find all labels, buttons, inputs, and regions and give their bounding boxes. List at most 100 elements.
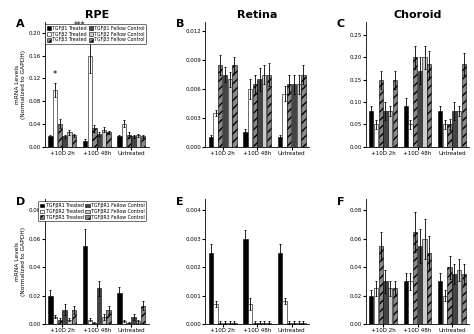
Bar [292,84,296,147]
Bar [383,111,388,147]
Bar [232,323,237,324]
Bar [452,111,456,147]
Bar [72,310,76,324]
Bar [122,321,127,324]
Text: F: F [337,197,344,206]
Bar [248,304,252,324]
Bar [403,107,408,147]
Bar [209,137,213,147]
Bar [228,79,232,147]
Bar [101,317,106,324]
Bar [257,79,262,147]
Bar [383,282,388,324]
Bar [127,323,131,324]
Bar [297,323,301,324]
Text: Retina: Retina [237,10,277,20]
Bar [422,57,427,147]
Bar [369,111,374,147]
Bar [213,113,218,147]
Bar [122,124,127,147]
Bar [83,141,87,147]
Bar [457,111,461,147]
Bar [297,84,301,147]
Bar [408,282,413,324]
Bar [388,289,392,324]
Bar [301,74,306,147]
Bar [422,239,427,324]
Bar [374,289,378,324]
Bar [101,130,106,147]
Bar [83,246,87,324]
Bar [67,132,72,147]
Bar [72,135,76,147]
Bar [97,289,101,324]
Bar [443,124,447,147]
Bar [248,89,252,147]
Bar [53,90,57,147]
Bar [374,124,378,147]
Y-axis label: mRNA Levels
(Normalized to GAPDH): mRNA Levels (Normalized to GAPDH) [15,50,26,119]
Text: A: A [16,19,25,29]
Bar [218,323,222,324]
Bar [48,136,53,147]
Bar [48,296,53,324]
Bar [287,323,292,324]
Text: B: B [176,19,185,29]
Bar [97,134,101,147]
Bar [257,323,262,324]
Bar [438,111,442,147]
Bar [413,232,417,324]
Bar [379,80,383,147]
Bar [452,274,456,324]
Bar [141,136,145,147]
Bar [223,323,227,324]
Bar [136,135,140,147]
Legend: TGFβ1 Treated, TGFβ2 Treated, TGFβ3 Treated, TGFβ1 Fellow Control, TGFβ2 Fellow : TGFβ1 Treated, TGFβ2 Treated, TGFβ3 Trea… [45,24,146,44]
Bar [403,282,408,324]
Bar [443,296,447,324]
Bar [408,124,413,147]
Bar [278,253,282,324]
Bar [418,246,422,324]
Bar [243,132,247,147]
Bar [209,253,213,324]
Bar [218,65,222,147]
Bar [267,74,271,147]
Bar [392,80,397,147]
Bar [63,310,67,324]
Text: D: D [16,197,25,206]
Bar [106,132,111,147]
Bar [287,84,292,147]
Bar [141,306,145,324]
Bar [243,239,247,324]
Bar [223,74,227,147]
Bar [92,129,97,147]
Bar [63,136,67,147]
Bar [117,293,122,324]
Bar [117,136,122,147]
Text: E: E [176,197,184,206]
Text: RPE: RPE [85,10,109,20]
Legend: TGFβR1 Treated, TGFβR2 Treated, TGFβR3 Treated, TGFβR1 Fellow Control, TGFβR2 Fe: TGFβR1 Treated, TGFβR2 Treated, TGFβR3 T… [38,201,146,221]
Bar [253,84,257,147]
Bar [127,135,131,147]
Bar [58,320,62,324]
Bar [457,270,461,324]
Text: Choroid: Choroid [393,10,442,20]
Text: C: C [337,19,345,29]
Bar [88,56,92,147]
Y-axis label: mRNA Levels
(Normalized to GAPDH): mRNA Levels (Normalized to GAPDH) [15,227,26,296]
Bar [88,320,92,324]
Bar [392,289,397,324]
Bar [427,64,431,147]
Text: ***: *** [74,21,85,30]
Bar [301,323,306,324]
Bar [427,253,431,324]
Bar [267,323,271,324]
Text: *: * [53,70,57,79]
Bar [92,323,97,324]
Bar [462,274,466,324]
Bar [228,323,232,324]
Bar [262,323,266,324]
Bar [53,317,57,324]
